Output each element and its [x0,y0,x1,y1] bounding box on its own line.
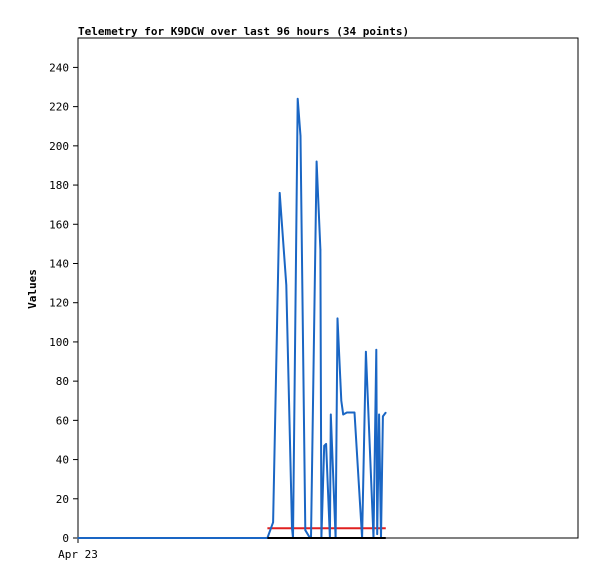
data-point [365,350,367,353]
data-point [96,537,98,539]
data-point [77,537,79,539]
y-tick-label: 220 [49,101,69,114]
y-tick-label: 100 [49,336,69,349]
data-point [315,160,318,163]
data-point [376,533,379,535]
y-tick-label: 180 [49,179,69,192]
data-point [171,537,174,539]
y-tick-label: 160 [49,218,69,231]
y-tick-label: 200 [49,140,69,153]
data-point [330,413,332,416]
data-point [382,415,384,418]
data-point [192,537,195,539]
series-line [266,97,387,539]
data-point [149,537,151,539]
chart-title: Telemetry for K9DCW over last 96 hours (… [78,25,409,38]
y-tick-label: 20 [56,493,69,506]
plot-area [77,37,579,539]
data-point [325,443,327,445]
data-point [336,317,339,320]
data-point [353,411,356,414]
data-point [291,527,293,529]
data-point [217,537,219,539]
data-point [384,411,387,414]
data-point [254,537,256,539]
y-axis: 0 20 40 60 80 100 120 140 160 180 200 220 240 [49,61,78,545]
data-point [126,537,129,539]
data-point [247,537,250,539]
data-point [272,521,274,524]
data-point [241,537,244,539]
y-axis-label: Values [26,269,39,309]
data-point [257,537,259,539]
y-tick-label: 120 [49,297,69,310]
data-point [285,284,288,286]
x-tick-label: Apr 23 [58,548,98,561]
data-point [202,537,204,539]
data-point [378,413,380,416]
y-tick-label: 0 [62,532,69,545]
data-point [278,192,281,194]
data-point [296,97,299,100]
data-point [340,399,343,402]
data-point [346,411,348,414]
data-point [251,537,254,539]
data-point [230,537,233,539]
y-tick-label: 80 [56,375,69,388]
data-point [299,135,302,137]
data-point [323,445,326,447]
data-point [160,537,163,539]
data-point [111,537,113,539]
data-point [339,378,342,380]
y-tick-label: 140 [49,257,69,270]
data-point [209,537,212,539]
data-point [236,537,238,539]
data-point [375,348,378,351]
y-tick-label: 40 [56,454,69,467]
y-tick-label: 240 [49,61,69,74]
data-point [342,413,344,416]
data-point [139,537,142,539]
data-point [319,248,322,251]
y-tick-label: 60 [56,414,69,427]
data-point [224,537,227,539]
data-point [304,529,307,531]
data-point [183,537,185,539]
